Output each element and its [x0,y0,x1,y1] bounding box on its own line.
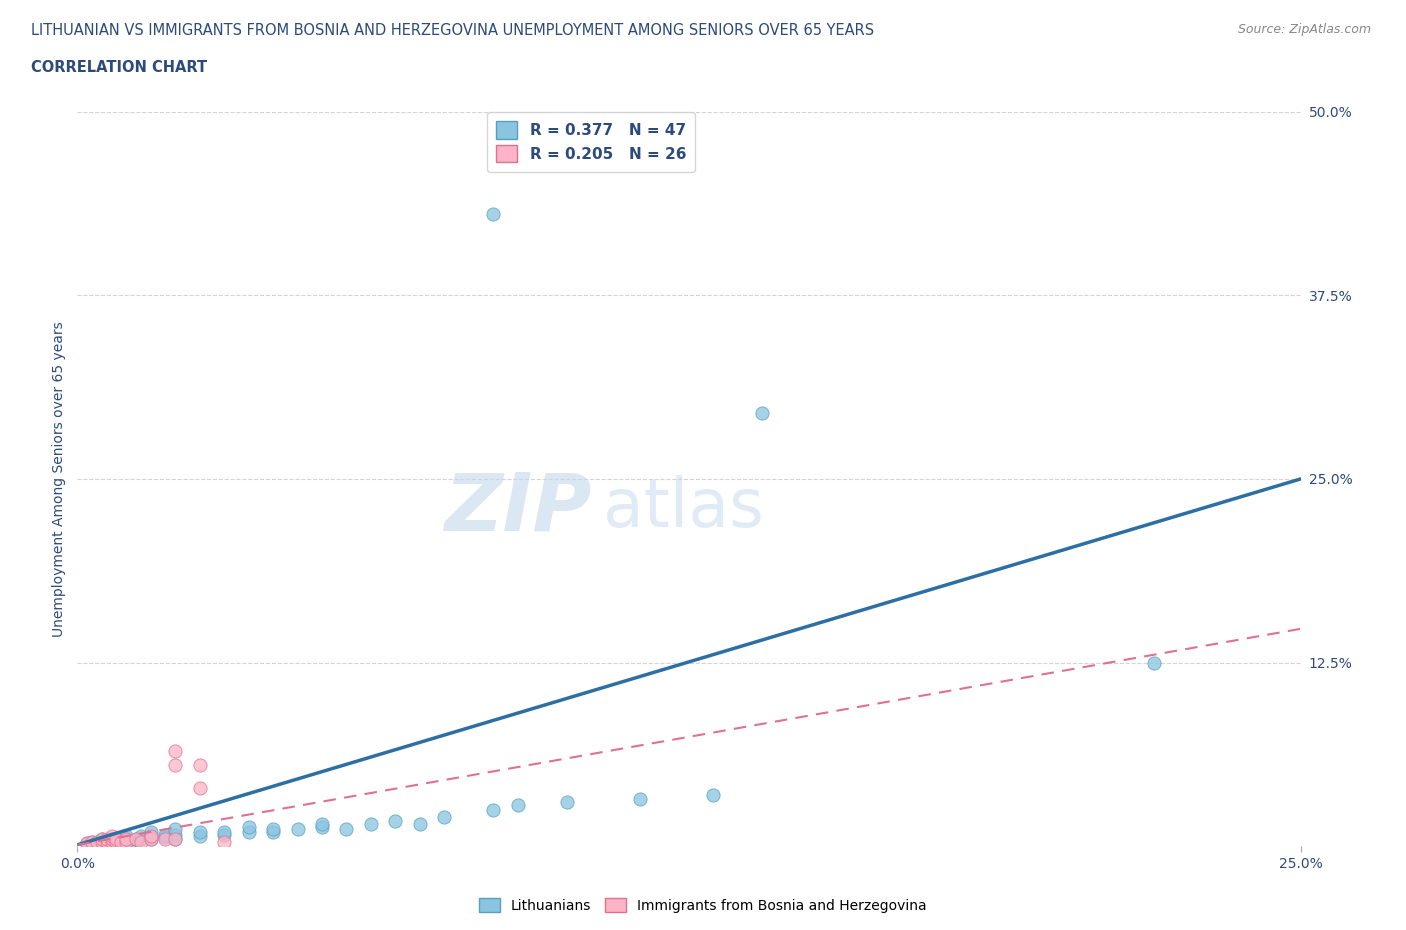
Point [125,834,148,849]
Text: LITHUANIAN VS IMMIGRANTS FROM BOSNIA AND HERZEGOVINA UNEMPLOYMENT AMONG SENIORS : LITHUANIAN VS IMMIGRANTS FROM BOSNIA AND… [31,23,875,38]
Point [238,824,260,839]
Point [155,831,177,846]
Point [90,831,112,846]
Point [115,831,138,846]
Point [96,834,118,849]
Point [360,817,382,831]
Point [76,836,98,851]
Point [100,829,122,844]
Point [165,827,187,842]
Point [433,809,456,824]
Point [115,834,138,849]
Point [90,831,112,846]
Point [125,831,148,846]
Point [96,831,118,846]
Point [165,831,187,846]
Point [262,821,284,836]
Point [105,834,128,849]
Text: Source: ZipAtlas.com: Source: ZipAtlas.com [1237,23,1371,36]
Point [238,819,260,834]
Point [110,834,132,849]
Point [1143,656,1166,671]
Point [188,824,211,839]
Point [702,788,724,803]
Point [139,831,162,846]
Point [409,817,432,831]
Point [139,824,162,839]
Legend: Lithuanians, Immigrants from Bosnia and Herzegovina: Lithuanians, Immigrants from Bosnia and … [474,893,932,919]
Point [628,791,651,806]
Point [482,207,505,222]
Point [90,834,112,849]
Point [100,831,122,846]
Point [751,405,773,420]
Point [262,824,284,839]
Point [165,743,187,758]
Point [155,827,177,842]
Point [129,829,152,844]
Point [115,831,138,846]
Point [100,831,122,846]
Point [129,831,152,846]
Point [139,831,162,846]
Point [105,831,128,846]
Point [311,819,333,834]
Y-axis label: Unemployment Among Seniors over 65 years: Unemployment Among Seniors over 65 years [52,321,66,637]
Point [555,795,578,810]
Point [115,834,138,849]
Point [165,821,187,836]
Point [100,834,122,849]
Point [188,780,211,795]
Text: atlas: atlas [603,475,765,541]
Point [105,831,128,846]
Point [287,821,309,836]
Point [482,802,505,817]
Point [76,836,98,851]
Point [311,817,333,831]
Legend: R = 0.377   N = 47, R = 0.205   N = 26: R = 0.377 N = 47, R = 0.205 N = 26 [486,112,696,172]
Point [335,821,357,836]
Point [139,829,162,844]
Point [384,814,406,829]
Point [125,831,148,846]
Point [165,758,187,773]
Text: CORRELATION CHART: CORRELATION CHART [31,60,207,75]
Text: ZIP: ZIP [444,470,591,548]
Point [212,834,235,849]
Point [506,798,529,813]
Point [80,834,103,849]
Point [188,829,211,844]
Point [86,834,108,849]
Point [80,834,103,849]
Point [90,834,112,849]
Point [100,834,122,849]
Point [129,834,152,849]
Point [155,830,177,845]
Point [110,834,132,849]
Point [139,829,162,844]
Point [115,829,138,844]
Point [105,834,128,849]
Point [165,831,187,846]
Point [212,824,235,839]
Point [212,827,235,842]
Point [188,758,211,773]
